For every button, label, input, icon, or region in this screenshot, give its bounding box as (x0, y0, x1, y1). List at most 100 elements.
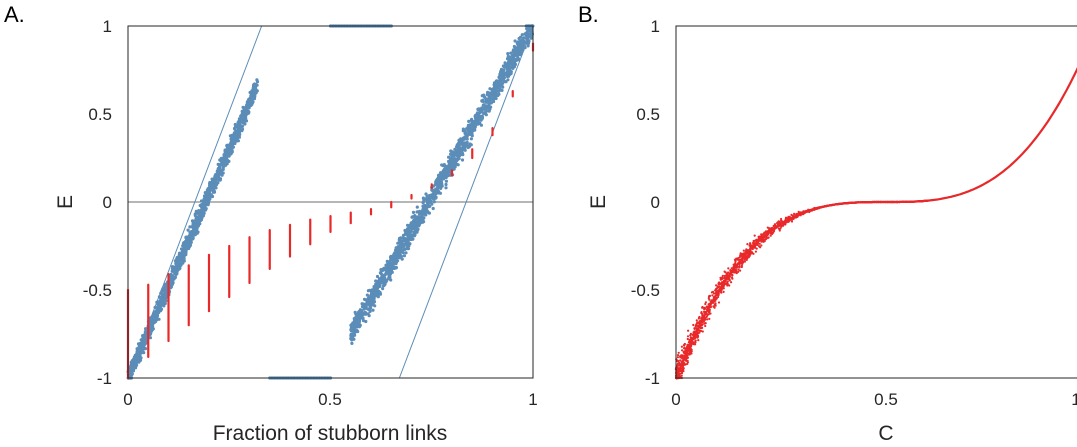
blue-data-point (476, 113, 479, 116)
blue-data-point (383, 274, 386, 277)
blue-data-point (203, 205, 206, 208)
blue-data-point (163, 294, 166, 297)
red-data-point (686, 347, 688, 349)
blue-data-point (447, 163, 450, 166)
red-data-point (703, 308, 705, 310)
red-data-point (698, 316, 700, 318)
blue-data-point (195, 228, 198, 231)
panel-b-x-axis-label: C (878, 422, 893, 445)
red-data-point (778, 224, 780, 226)
red-data-point (738, 266, 740, 268)
blue-data-point (223, 161, 226, 164)
red-data-point (696, 337, 698, 339)
red-data-point (678, 375, 680, 377)
red-data-point (709, 295, 711, 297)
red-data-point (752, 248, 754, 250)
blue-data-point (513, 45, 516, 48)
red-data-point (708, 318, 710, 320)
blue-data-point (237, 121, 240, 124)
blue-data-point (397, 245, 400, 248)
red-data-point (769, 232, 771, 234)
blue-data-point (354, 324, 357, 327)
red-data-point (685, 360, 687, 362)
blue-data-point (408, 230, 411, 233)
blue-data-point (353, 317, 356, 320)
blue-data-point (367, 308, 370, 311)
red-data-point (760, 241, 762, 243)
blue-data-point (219, 177, 222, 180)
blue-data-point (437, 190, 440, 193)
blue-data-point (414, 227, 417, 230)
blue-data-point (423, 212, 426, 215)
blue-data-point (206, 198, 209, 201)
blue-data-point (256, 80, 259, 83)
blue-data-point (242, 109, 245, 112)
blue-data-point (435, 196, 438, 199)
red-data-point (774, 224, 776, 226)
red-data-point (691, 337, 693, 339)
blue-data-point (153, 320, 156, 323)
blue-data-point (179, 254, 182, 257)
blue-data-point (432, 192, 435, 195)
blue-data-point (449, 149, 452, 152)
red-data-point (742, 260, 744, 262)
blue-data-point (504, 65, 507, 68)
blue-data-point (422, 197, 425, 200)
blue-data-point (141, 350, 144, 353)
blue-data-point (378, 281, 381, 284)
blue-data-point (439, 187, 442, 190)
red-data-point (849, 202, 851, 204)
blue-data-point (517, 58, 520, 61)
red-data-point (751, 252, 753, 254)
blue-data-point (396, 256, 399, 259)
blue-data-point (526, 27, 529, 30)
blue-data-point (139, 356, 142, 359)
red-data-point (719, 290, 721, 292)
red-data-point (693, 327, 695, 329)
red-data-point (701, 318, 703, 320)
blue-data-point (444, 186, 447, 189)
blue-data-point (387, 267, 390, 270)
blue-data-point (404, 251, 407, 254)
red-data-point (683, 351, 685, 353)
red-data-point (831, 204, 833, 206)
red-data-point (751, 245, 753, 247)
blue-data-point (392, 254, 395, 257)
red-data-point (700, 327, 702, 329)
blue-data-point (194, 225, 197, 228)
blue-data-point (194, 214, 197, 217)
panel-a-ytick: 0 (103, 193, 112, 212)
blue-data-point (208, 193, 211, 196)
panel-b-label: B. (578, 2, 599, 27)
panel-b-ytick: 0.5 (636, 105, 660, 124)
blue-data-point (174, 262, 177, 265)
blue-data-point (412, 222, 415, 225)
blue-data-point (387, 262, 390, 265)
blue-data-point (212, 190, 215, 193)
blue-data-point (208, 196, 211, 199)
red-data-point (723, 291, 725, 293)
blue-data-point (157, 311, 160, 314)
blue-data-point (207, 202, 210, 205)
blue-data-point (445, 180, 448, 183)
red-data-point (682, 364, 684, 366)
red-data-point (837, 203, 839, 205)
red-data-point (678, 369, 680, 371)
blue-data-point (457, 152, 460, 155)
blue-data-point (228, 150, 231, 153)
blue-data-point (350, 334, 353, 337)
red-data-point (713, 300, 715, 302)
blue-data-point (231, 139, 234, 142)
blue-data-point (369, 297, 372, 300)
panel-a-ytick: -0.5 (83, 281, 112, 300)
red-data-point (706, 318, 708, 320)
red-data-point (801, 212, 803, 214)
blue-data-point (392, 259, 395, 262)
red-data-point (725, 271, 727, 273)
red-data-point (782, 225, 784, 227)
blue-data-point (155, 307, 158, 310)
red-data-point (754, 247, 756, 249)
red-data-point (755, 240, 757, 242)
blue-data-point (188, 234, 191, 237)
red-data-point (721, 278, 723, 280)
